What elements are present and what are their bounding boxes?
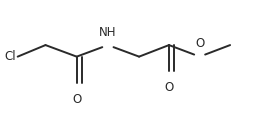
Text: NH: NH bbox=[99, 26, 117, 39]
Text: O: O bbox=[195, 37, 204, 50]
Text: O: O bbox=[72, 93, 81, 106]
Text: O: O bbox=[164, 81, 174, 94]
Text: Cl: Cl bbox=[4, 50, 16, 63]
